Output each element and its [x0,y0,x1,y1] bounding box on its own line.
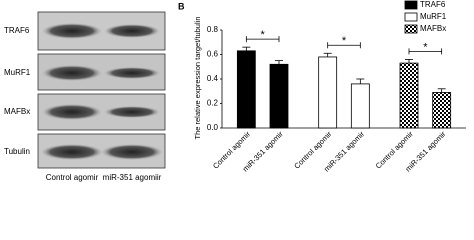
lane-label: miR-351 agomiir [103,173,162,182]
bar [399,62,419,129]
bar [318,56,338,129]
bar [236,50,256,129]
legend-label: MuRF1 [420,12,447,21]
bar [432,92,452,129]
y-tick-label: 0.2 [207,99,219,108]
bar [269,63,289,129]
y-tick-label: 0.4 [207,74,219,83]
significance-label: * [342,35,347,47]
western-blot: TRAF6 MuRF1 MAFBx Tubulin Control agomir… [4,11,166,182]
bar [350,83,370,129]
legend-label: TRAF6 [420,0,446,9]
blot-label: MAFBx [4,107,30,116]
figure: TRAF6 MuRF1 MAFBx Tubulin Control agomir… [4,0,466,182]
blot-label: TRAF6 [4,26,30,35]
lane-label: Control agomir [46,173,99,182]
blot-label: MuRF1 [4,68,31,77]
y-tick-label: 0.8 [207,25,219,34]
legend-swatch [404,0,418,10]
y-axis-label: The relative expression target/tubulin [193,17,202,140]
legend-label: MAFBx [420,24,446,33]
y-tick-label: 0.0 [207,123,219,132]
y-tick-label: 0.6 [207,50,219,59]
panel-label: B [178,1,185,11]
legend-swatch [404,24,418,34]
significance-label: * [261,29,266,41]
legend-swatch [404,12,418,22]
significance-label: * [423,41,428,53]
blot-label: Tubulin [4,147,30,156]
